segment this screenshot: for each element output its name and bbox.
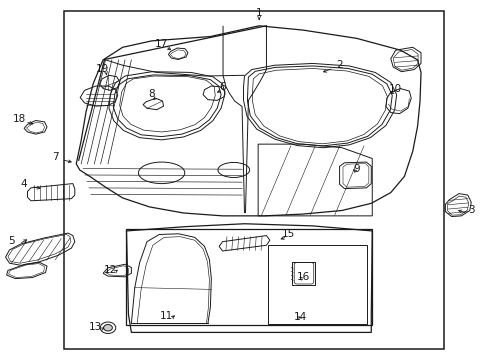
Text: 19: 19 [95,64,108,74]
Text: 3: 3 [467,206,473,216]
Text: 17: 17 [155,39,168,49]
Text: 4: 4 [21,179,27,189]
Text: 11: 11 [160,311,173,321]
Text: 10: 10 [388,84,402,94]
Text: 1: 1 [255,8,262,18]
Text: 7: 7 [52,152,59,162]
Text: 6: 6 [219,82,225,92]
Text: 2: 2 [336,60,342,70]
Text: 13: 13 [89,322,102,332]
Text: 15: 15 [281,229,294,239]
Text: 8: 8 [148,89,155,99]
Text: 5: 5 [8,236,15,246]
Text: 18: 18 [13,114,26,124]
Circle shape [103,324,112,331]
Text: 14: 14 [293,312,306,322]
Text: 12: 12 [103,265,117,275]
Text: 16: 16 [296,272,309,282]
Text: 9: 9 [353,164,359,174]
